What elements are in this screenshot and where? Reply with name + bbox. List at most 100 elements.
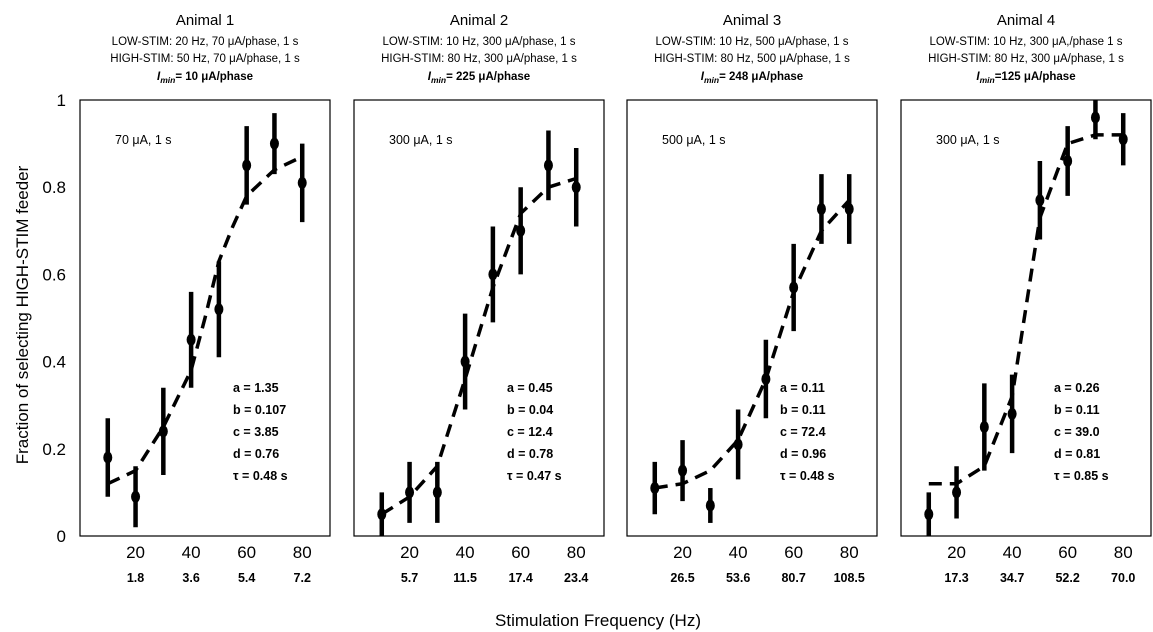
x-tick-label: 80 <box>840 543 859 562</box>
stim-label: 70 μA, 1 s <box>115 133 172 147</box>
data-point <box>405 486 415 499</box>
data-point <box>705 499 715 512</box>
imin-value: = 248 μA/phase <box>719 71 803 83</box>
data-point <box>979 421 989 433</box>
x-tick-label: 60 <box>1058 543 1077 562</box>
fit-parameter: b = 0.11 <box>1054 403 1100 417</box>
data-point <box>186 333 196 346</box>
imin-subscript: min <box>980 75 995 85</box>
imin-text: Imin=125 μA/phase <box>976 71 1075 85</box>
fit-parameter: d = 0.76 <box>233 447 279 461</box>
data-point <box>460 355 470 368</box>
fit-parameter: τ = 0.47 s <box>507 469 562 483</box>
data-point <box>516 224 526 237</box>
data-point <box>1090 111 1100 124</box>
data-point <box>377 508 387 521</box>
fit-parameter: b = 0.11 <box>780 403 826 417</box>
x-tick-label: 40 <box>456 543 475 562</box>
x-tick-label: 40 <box>182 543 201 562</box>
fit-parameter: a = 0.45 <box>507 381 553 395</box>
imin-subscript: min <box>704 75 719 85</box>
fit-parameter: a = 1.35 <box>233 381 279 395</box>
secondary-tick-label: 80.7 <box>781 571 805 585</box>
fit-curve <box>928 133 1124 486</box>
data-point <box>1063 155 1073 168</box>
x-tick-label: 40 <box>729 543 748 562</box>
panel-title: Animal 1 <box>176 12 234 29</box>
data-point <box>733 438 743 451</box>
data-point <box>131 490 141 503</box>
imin-text: Imin= 225 μA/phase <box>428 71 530 85</box>
imin-value: =125 μA/phase <box>995 71 1076 83</box>
data-point <box>678 464 688 477</box>
data-point <box>924 508 934 521</box>
secondary-tick-label: 17.3 <box>944 571 968 585</box>
data-point <box>789 281 799 294</box>
panel-title: Animal 2 <box>450 12 508 29</box>
high-stim-text: HIGH-STIM: 80 Hz, 300 μA/phase, 1 s <box>928 53 1124 65</box>
x-tick-label: 40 <box>1003 543 1022 562</box>
y-tick-label: 1 <box>57 91 66 110</box>
data-point <box>432 486 442 499</box>
x-tick-label: 60 <box>784 543 803 562</box>
plot-frame <box>353 99 605 537</box>
low-stim-text: LOW-STIM: 10 Hz, 300 μA/phase, 1 s <box>382 36 575 48</box>
plot-frame <box>79 99 331 537</box>
secondary-tick-label: 108.5 <box>834 571 865 585</box>
secondary-tick-label: 34.7 <box>1000 571 1024 585</box>
fit-parameter: c = 12.4 <box>507 425 553 439</box>
fit-parameter: c = 72.4 <box>780 425 826 439</box>
x-tick-label: 20 <box>947 543 966 562</box>
low-stim-text: LOW-STIM: 10 Hz, 500 μA/phase, 1 s <box>655 36 848 48</box>
secondary-tick-label: 23.4 <box>564 571 588 585</box>
data-point <box>543 159 553 172</box>
y-tick-label: 0.6 <box>42 265 66 284</box>
plot-frame <box>626 99 878 537</box>
imin-text: Imin= 10 μA/phase <box>157 71 253 85</box>
secondary-tick-label: 53.6 <box>726 571 750 585</box>
data-point <box>816 203 826 215</box>
panel-animal-3: Animal 3 LOW-STIM: 10 Hz, 500 μA/phase, 1… <box>626 12 878 585</box>
imin-value: = 10 μA/phase <box>175 71 253 83</box>
plot-frame <box>900 99 1152 537</box>
data-point <box>242 159 252 172</box>
y-tick-label: 0.4 <box>42 353 66 372</box>
data-point <box>1035 194 1045 207</box>
panels: Animal 1 LOW-STIM: 20 Hz, 70 μA/phase, 1 … <box>79 12 1152 585</box>
panel-title: Animal 3 <box>723 12 781 29</box>
y-axis-label: Fraction of selecting HIGH-STIM feeder <box>13 165 32 464</box>
x-tick-label: 80 <box>293 543 312 562</box>
x-tick-label: 20 <box>673 543 692 562</box>
stim-label: 300 μA, 1 s <box>936 133 1000 147</box>
high-stim-text: HIGH-STIM: 80 Hz, 300 μA/phase, 1 s <box>381 53 577 65</box>
imin-symbol: I <box>701 71 705 83</box>
secondary-tick-label: 5.7 <box>401 571 418 585</box>
panel-animal-4: Animal 4 LOW-STIM: 10 Hz, 300 μA,/phase 1… <box>900 12 1152 585</box>
x-tick-label: 20 <box>400 543 419 562</box>
x-tick-label: 60 <box>237 543 256 562</box>
fit-parameter: b = 0.107 <box>233 403 286 417</box>
fit-parameter: a = 0.11 <box>780 381 825 395</box>
imin-subscript: min <box>160 75 175 85</box>
panel-animal-2: Animal 2 LOW-STIM: 10 Hz, 300 μA/phase, 1… <box>353 12 605 585</box>
fit-parameter: c = 3.85 <box>233 425 279 439</box>
fit-parameter: τ = 0.48 s <box>233 469 288 483</box>
fit-parameter: c = 39.0 <box>1054 425 1100 439</box>
x-tick-label: 60 <box>511 543 530 562</box>
data-point <box>844 203 854 215</box>
secondary-tick-label: 26.5 <box>670 571 694 585</box>
imin-text: Imin= 248 μA/phase <box>701 71 803 85</box>
imin-symbol: I <box>976 71 980 83</box>
high-stim-text: HIGH-STIM: 80 Hz, 500 μA/phase, 1 s <box>654 53 850 65</box>
y-tick-labels: 0 0.2 0.4 0.6 0.8 1 <box>42 91 66 546</box>
imin-symbol: I <box>428 71 432 83</box>
data-point <box>158 425 168 438</box>
data-point <box>214 303 224 316</box>
low-stim-text: LOW-STIM: 20 Hz, 70 μA/phase, 1 s <box>112 36 299 48</box>
y-tick-label: 0.8 <box>42 178 66 197</box>
imin-value: = 225 μA/phase <box>446 71 530 83</box>
imin-subscript: min <box>431 75 446 85</box>
data-point <box>571 181 581 194</box>
x-tick-label: 80 <box>567 543 586 562</box>
